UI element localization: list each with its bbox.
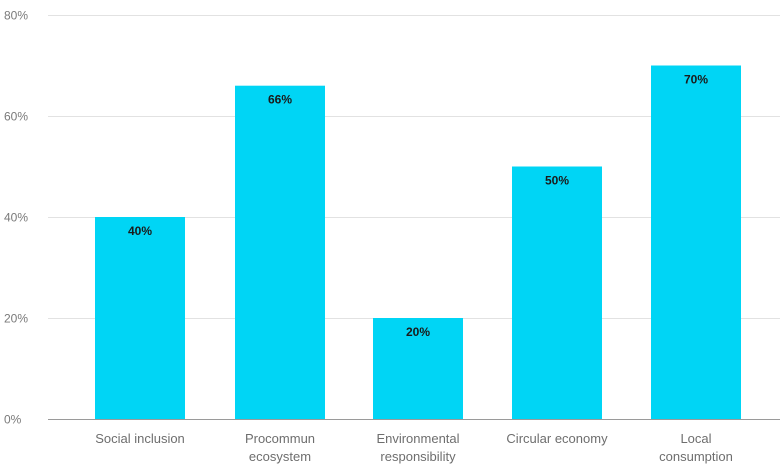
bar [235,85,325,419]
x-category-label-line: Environmental [376,431,459,446]
bar [95,217,185,419]
x-category-label-line: responsibility [380,449,456,464]
y-tick-label: 80% [4,9,28,23]
x-category-label: Environmental responsibility [376,431,459,464]
bar-data-label: 50% [545,174,569,188]
y-tick-label: 60% [4,110,28,124]
bar-data-label: 20% [406,325,430,339]
bar-data-label: 70% [684,73,708,87]
x-category-label-line: Circular economy [506,431,608,446]
x-category-label-line: Local [680,431,711,446]
x-axis-categories: Social inclusion Procommun ecosystem Enviro… [95,431,733,464]
bar [373,318,463,419]
bar-data-label: 66% [268,93,292,107]
bar [651,65,741,419]
x-category-label-line: ecosystem [249,449,311,464]
y-tick-label: 20% [4,312,28,326]
bar [512,166,602,419]
x-category-label: Circular economy [506,431,608,446]
data-labels: 40% 66% 20% 50% 70% [128,73,708,340]
y-axis-ticks: 0% 20% 40% 60% 80% [4,9,28,427]
x-category-label: Local consumption [659,431,733,464]
x-category-label-line: Procommun [245,431,315,446]
x-category-label-line: Social inclusion [95,431,185,446]
bars [95,65,741,419]
y-tick-label: 40% [4,211,28,225]
y-tick-label: 0% [4,413,22,427]
x-category-label: Procommun ecosystem [245,431,315,464]
x-category-label-line: consumption [659,449,733,464]
x-category-label: Social inclusion [95,431,185,446]
bar-data-label: 40% [128,224,152,238]
